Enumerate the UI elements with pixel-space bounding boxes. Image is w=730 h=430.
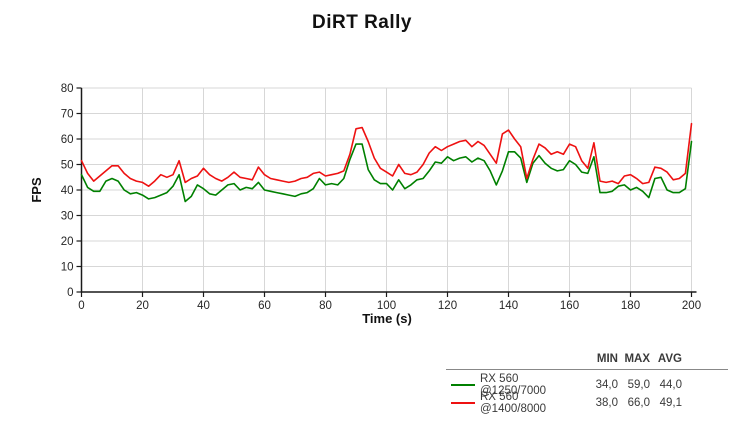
series-label: RX 560 @1250/7000 [480,373,547,397]
y-tick-label: 30 [61,211,74,223]
legend-divider [446,369,728,370]
series-min-value: 34,0 [595,379,618,391]
series-swatch-cell [446,397,480,409]
legend-row: RX 560 @1250/7000 34,0 59,0 44,0 [446,373,728,397]
x-tick-label: 140 [499,300,518,312]
x-tick-label: 160 [560,300,579,312]
x-tick-label: 120 [438,300,457,312]
x-tick-label: 100 [377,300,396,312]
series-avg-value: 49,1 [659,397,682,409]
series-line-rx-560-1400-8000 [80,122,693,187]
y-tick-label: 0 [67,287,73,299]
x-axis-title: Time (s) [362,311,412,326]
y-tick-label: 60 [61,134,74,146]
series-max-value: 59,0 [627,379,650,391]
legend-header-min: MIN [596,353,618,365]
series-label: RX 560 @1400/8000 [480,391,547,415]
y-tick-label: 40 [61,185,74,197]
x-tick-label: 180 [621,300,640,312]
legend-row: RX 560 @1400/8000 38,0 66,0 49,1 [446,391,728,415]
series-color-line [451,401,475,404]
x-tick-label: 20 [136,300,149,312]
legend-table: MIN MAX AVG RX 560 @1250/7000 34,0 59,0 44,… [446,351,728,415]
chart-title: DiRT Rally [311,12,413,33]
x-tick-label: 40 [197,300,210,312]
y-tick-label: 80 [61,83,74,95]
x-tick-label: 0 [78,300,84,312]
y-tick-label: 10 [61,262,74,274]
legend-header-max: MAX [624,353,650,365]
series-color-line [451,383,475,386]
series-swatch-cell [446,379,480,391]
legend-header-row: MIN MAX AVG [446,351,728,367]
x-tick-label: 80 [319,300,332,312]
series-line-rx-560-1250-7000 [80,140,693,203]
legend-rows: RX 560 @1250/7000 34,0 59,0 44,0 RX 560 @140… [446,373,728,415]
y-axis-title: FPS [29,177,44,203]
fps-line-chart: 0 10 20 30 40 50 60 70 80 0 20 40 60 80 100 120 140 160 18… [61,83,701,312]
y-tick-label: 20 [61,236,74,248]
x-tick-label: 200 [682,300,701,312]
y-tick-label: 70 [61,109,74,121]
series-min-value: 38,0 [595,397,618,409]
y-tick-label: 50 [61,160,74,172]
series-max-value: 66,0 [627,397,650,409]
x-tick-label: 60 [258,300,271,312]
legend-header-avg: AVG [657,353,682,365]
series-avg-value: 44,0 [659,379,682,391]
